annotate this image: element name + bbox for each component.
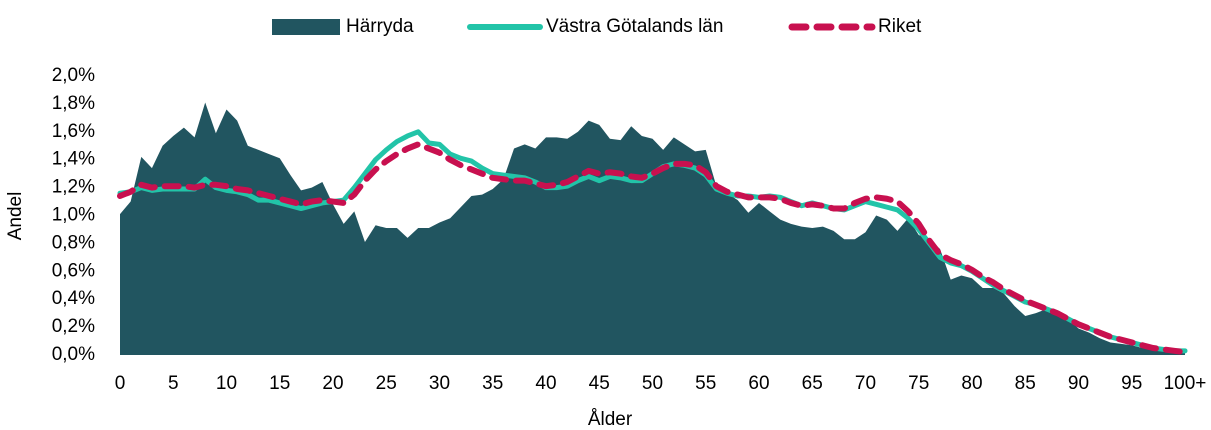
legend-label: Västra Götalands län [546,16,723,37]
x-tick-label: 15 [269,373,290,394]
x-tick-label: 5 [168,373,179,394]
area [120,102,1185,355]
x-tick-label: 100+ [1164,373,1207,394]
x-tick-label: 55 [695,373,716,394]
dashed-line [117,141,1188,356]
x-tick-label: 10 [216,373,237,394]
x-tick-label: 95 [1121,373,1142,394]
y-tick-label: 0,6% [52,260,95,281]
y-axis-label: Andel [5,192,26,241]
x-tick-label: 80 [961,373,982,394]
y-tick-label: 1,2% [52,177,95,198]
x-tick-label: 85 [1015,373,1036,394]
y-tick-label: 0,0% [52,344,95,365]
legend-label: Riket [878,16,922,37]
y-tick-label: 1,0% [52,205,95,226]
y-tick-label: 0,4% [52,288,95,309]
x-tick-label: 50 [642,373,663,394]
x-tick-label: 60 [748,373,769,394]
x-tick-label: 0 [115,373,126,394]
y-tick-label: 1,6% [52,121,95,142]
x-tick-label: 45 [589,373,610,394]
x-axis-label: Ålder [588,409,633,430]
x-tick-label: 90 [1068,373,1089,394]
y-tick-label: 1,8% [52,93,95,114]
y-tick-label: 0,2% [52,316,95,337]
y-tick-label: 2,0% [52,65,95,86]
x-tick-label: 25 [376,373,397,394]
legend-swatch [272,19,340,35]
legend-label: Härryda [346,16,414,37]
x-tick-label: 30 [429,373,450,394]
x-tick-label: 20 [322,373,343,394]
x-tick-label: 70 [855,373,876,394]
x-tick-label: 65 [802,373,823,394]
x-tick-label: 40 [535,373,556,394]
y-tick-label: 1,4% [52,149,95,170]
x-tick-label: 75 [908,373,929,394]
x-tick-label: 35 [482,373,503,394]
y-tick-label: 0,8% [52,232,95,253]
